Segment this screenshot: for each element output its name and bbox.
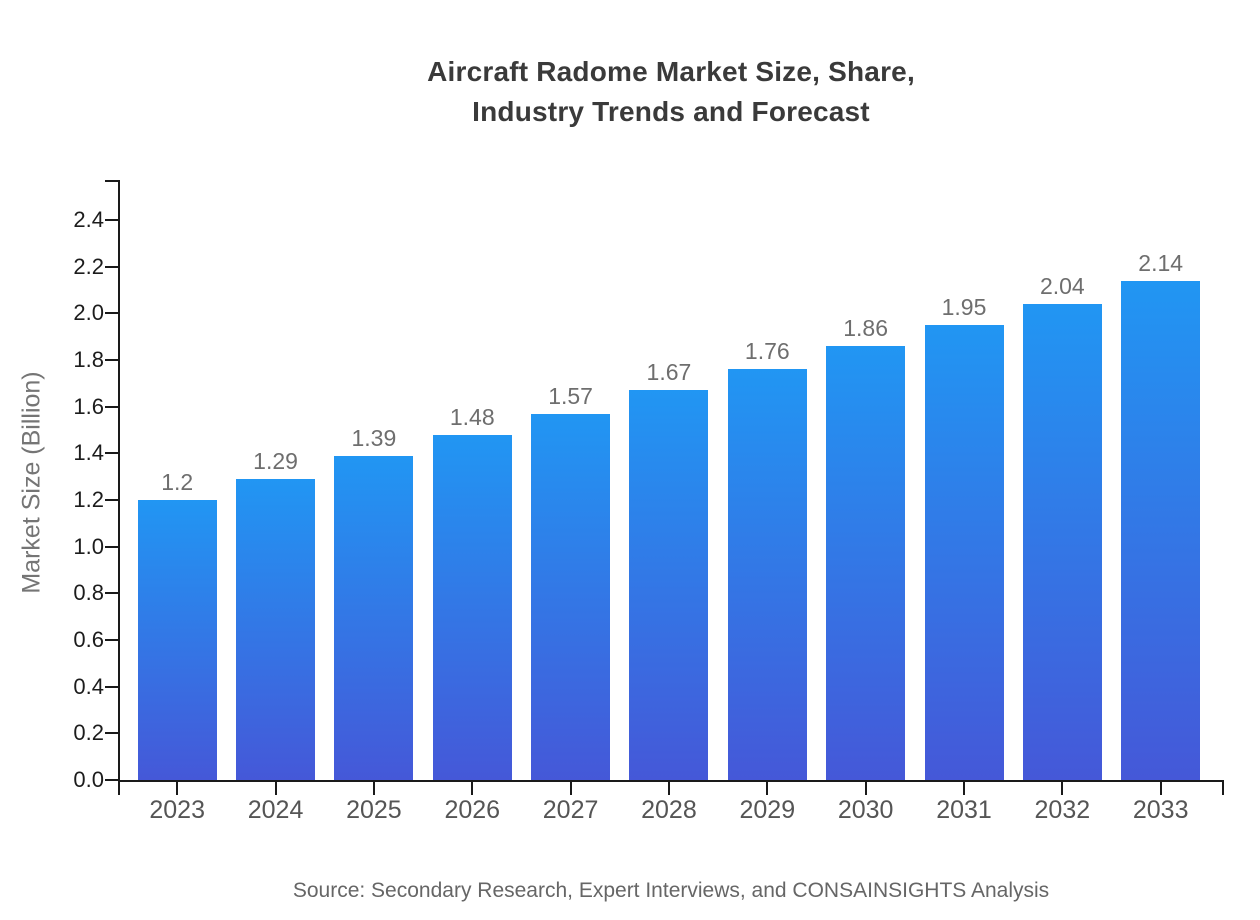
bar <box>924 325 1004 780</box>
y-tick <box>105 265 118 268</box>
y-tick <box>105 779 118 781</box>
x-tick-label: 2029 <box>739 796 796 824</box>
x-tick-label: 2033 <box>1132 796 1189 824</box>
x-tick <box>667 782 670 795</box>
bar <box>236 479 316 780</box>
y-tick <box>105 405 118 408</box>
x-tick-label: 2027 <box>542 796 599 824</box>
bar-value-label: 1.86 <box>843 315 889 341</box>
y-tick-label: 0.6 <box>73 627 104 652</box>
bar <box>432 434 512 780</box>
y-tick-label: 1.6 <box>73 393 104 419</box>
y-tick-label: 0.4 <box>73 673 104 699</box>
bar <box>629 390 709 780</box>
x-axis-end-cap-tick <box>1222 782 1224 795</box>
bar <box>531 413 611 780</box>
bar <box>1022 304 1102 780</box>
x-tick <box>176 782 179 795</box>
y-tick-label: 1.8 <box>73 347 104 372</box>
bar-value-label: 1.39 <box>351 424 397 451</box>
x-tick <box>963 782 965 795</box>
y-tick <box>105 312 118 315</box>
bar <box>727 369 807 780</box>
bar-value-label: 2.04 <box>1039 273 1085 299</box>
y-tick <box>105 219 118 221</box>
bar-value-label: 1.57 <box>548 382 593 409</box>
bar-value-label: 2.14 <box>1138 249 1184 276</box>
y-tick <box>105 592 118 595</box>
x-tick-label: 2028 <box>641 796 697 824</box>
x-tick <box>274 782 277 795</box>
x-tick <box>471 782 474 795</box>
y-tick-label: 1.4 <box>73 440 104 466</box>
bar <box>137 500 217 780</box>
y-tick <box>105 685 118 688</box>
x-tick <box>1061 782 1064 795</box>
x-tick <box>569 782 572 795</box>
y-tick-label: 1.2 <box>73 487 104 512</box>
source-note: Source: Secondary Research, Expert Inter… <box>292 879 1050 902</box>
y-tick-label: 2.0 <box>73 300 104 326</box>
x-tick-label: 2025 <box>346 796 402 824</box>
y-tick <box>105 452 118 455</box>
bar <box>1121 280 1201 780</box>
x-tick-label: 2024 <box>247 796 304 824</box>
y-tick-label: 2.2 <box>73 253 104 279</box>
x-tick-label: 2032 <box>1034 796 1091 824</box>
bar-value-label: 1.67 <box>646 359 692 386</box>
y-axis-spine <box>118 180 120 782</box>
x-tick <box>766 782 769 795</box>
y-axis-end-cap-tick <box>105 180 118 182</box>
bar-value-label: 1.48 <box>449 403 495 430</box>
x-tick <box>1159 782 1162 795</box>
bar-value-label: 1.76 <box>744 338 790 365</box>
y-tick <box>105 545 118 548</box>
x-tick-label: 2023 <box>149 796 205 824</box>
chart-title: Aircraft Radome Market Size, Share, Indu… <box>427 56 915 127</box>
x-tick-label: 2030 <box>837 796 894 824</box>
y-tick-label: 1.0 <box>73 533 104 559</box>
bar-value-label: 1.95 <box>941 294 987 320</box>
bar <box>334 455 414 780</box>
y-tick <box>105 639 118 641</box>
bar <box>826 346 906 780</box>
y-tick-label: 2.4 <box>73 207 104 232</box>
bar-value-label: 1.29 <box>253 448 298 474</box>
x-tick-label: 2031 <box>936 796 992 824</box>
bar-value-label: 1.2 <box>161 469 194 495</box>
origin-tick <box>118 782 120 795</box>
y-tick <box>105 732 118 735</box>
x-tick <box>864 782 867 795</box>
x-tick-label: 2026 <box>444 796 501 824</box>
y-tick <box>105 499 118 501</box>
y-tick <box>105 359 118 361</box>
x-axis-spine <box>118 780 1224 782</box>
y-tick-label: 0.0 <box>73 767 104 792</box>
y-tick-label: 0.2 <box>73 720 104 746</box>
y-tick-label: 0.8 <box>73 580 104 606</box>
x-tick <box>372 782 375 795</box>
